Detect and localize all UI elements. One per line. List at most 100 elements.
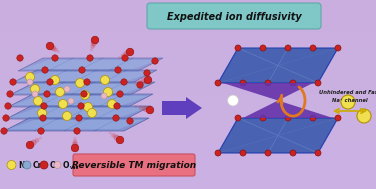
Bar [0,127,376,128]
Bar [0,90,376,91]
Circle shape [126,48,134,56]
Bar [0,166,376,167]
Circle shape [100,75,109,84]
Bar [0,74,376,75]
Bar [0,45,376,46]
Circle shape [73,137,77,140]
Polygon shape [11,108,146,117]
Bar [0,77,376,78]
Circle shape [114,103,120,109]
Bar [0,149,376,150]
Bar [0,64,376,65]
Bar [0,162,376,163]
Circle shape [50,75,59,84]
Polygon shape [13,96,148,105]
Circle shape [80,91,89,99]
Bar [0,9,376,10]
Circle shape [108,99,117,108]
Bar [0,82,376,83]
Bar [0,71,376,72]
Text: Na: Na [18,160,30,170]
Bar [0,137,376,138]
Text: Cr: Cr [33,160,42,170]
Circle shape [42,67,48,73]
Bar [0,16,376,17]
Bar [0,97,376,98]
Circle shape [103,88,112,97]
Circle shape [118,56,121,59]
Bar [0,139,376,140]
Circle shape [83,102,92,112]
Bar [0,8,376,9]
Circle shape [71,144,79,152]
Circle shape [260,45,266,51]
Bar [0,18,376,19]
Bar [0,31,376,32]
Circle shape [227,95,238,106]
Bar [0,109,376,110]
Bar [0,185,376,186]
Bar [0,63,376,64]
Bar [0,85,376,86]
Bar [0,161,376,162]
Bar [0,111,376,112]
Bar [0,146,376,147]
Bar [0,180,376,181]
Bar [0,116,376,117]
Circle shape [357,109,371,123]
Circle shape [17,55,23,61]
Bar [0,100,376,101]
Bar [0,157,376,158]
Bar [0,136,376,137]
Bar [0,140,376,141]
Circle shape [335,115,341,121]
Bar [0,20,376,21]
Circle shape [335,45,341,51]
Circle shape [54,161,61,169]
Bar [0,51,376,52]
Bar [0,21,376,22]
Bar [0,65,376,66]
Bar [0,68,376,69]
Bar [0,62,376,63]
Circle shape [310,45,316,51]
Bar [0,73,376,74]
Circle shape [137,82,143,88]
Bar [0,37,376,38]
Circle shape [285,115,291,121]
Bar [0,134,376,135]
Bar [0,40,376,41]
Circle shape [101,93,107,99]
Bar [0,58,376,59]
Circle shape [56,88,65,97]
Bar [0,75,376,76]
Bar [0,132,376,133]
Bar [0,138,376,139]
Polygon shape [223,83,313,101]
Bar [0,52,376,53]
Text: Reversible TM migration: Reversible TM migration [72,160,196,170]
Polygon shape [18,58,163,71]
Bar [0,177,376,178]
Bar [0,123,376,124]
Bar [0,107,376,108]
Bar [0,87,376,88]
Circle shape [30,84,39,94]
Bar [0,3,376,4]
Bar [0,35,376,36]
Bar [0,92,376,93]
Bar [0,94,376,95]
Bar [0,133,376,134]
Circle shape [40,115,46,121]
Circle shape [38,128,44,134]
Bar [0,44,376,45]
Polygon shape [218,48,338,83]
Text: vac: vac [70,165,79,170]
Circle shape [135,105,138,108]
Circle shape [265,80,271,86]
Bar [0,96,376,97]
Circle shape [74,128,80,134]
Bar [0,145,376,146]
Bar [0,102,376,103]
Bar [0,163,376,164]
